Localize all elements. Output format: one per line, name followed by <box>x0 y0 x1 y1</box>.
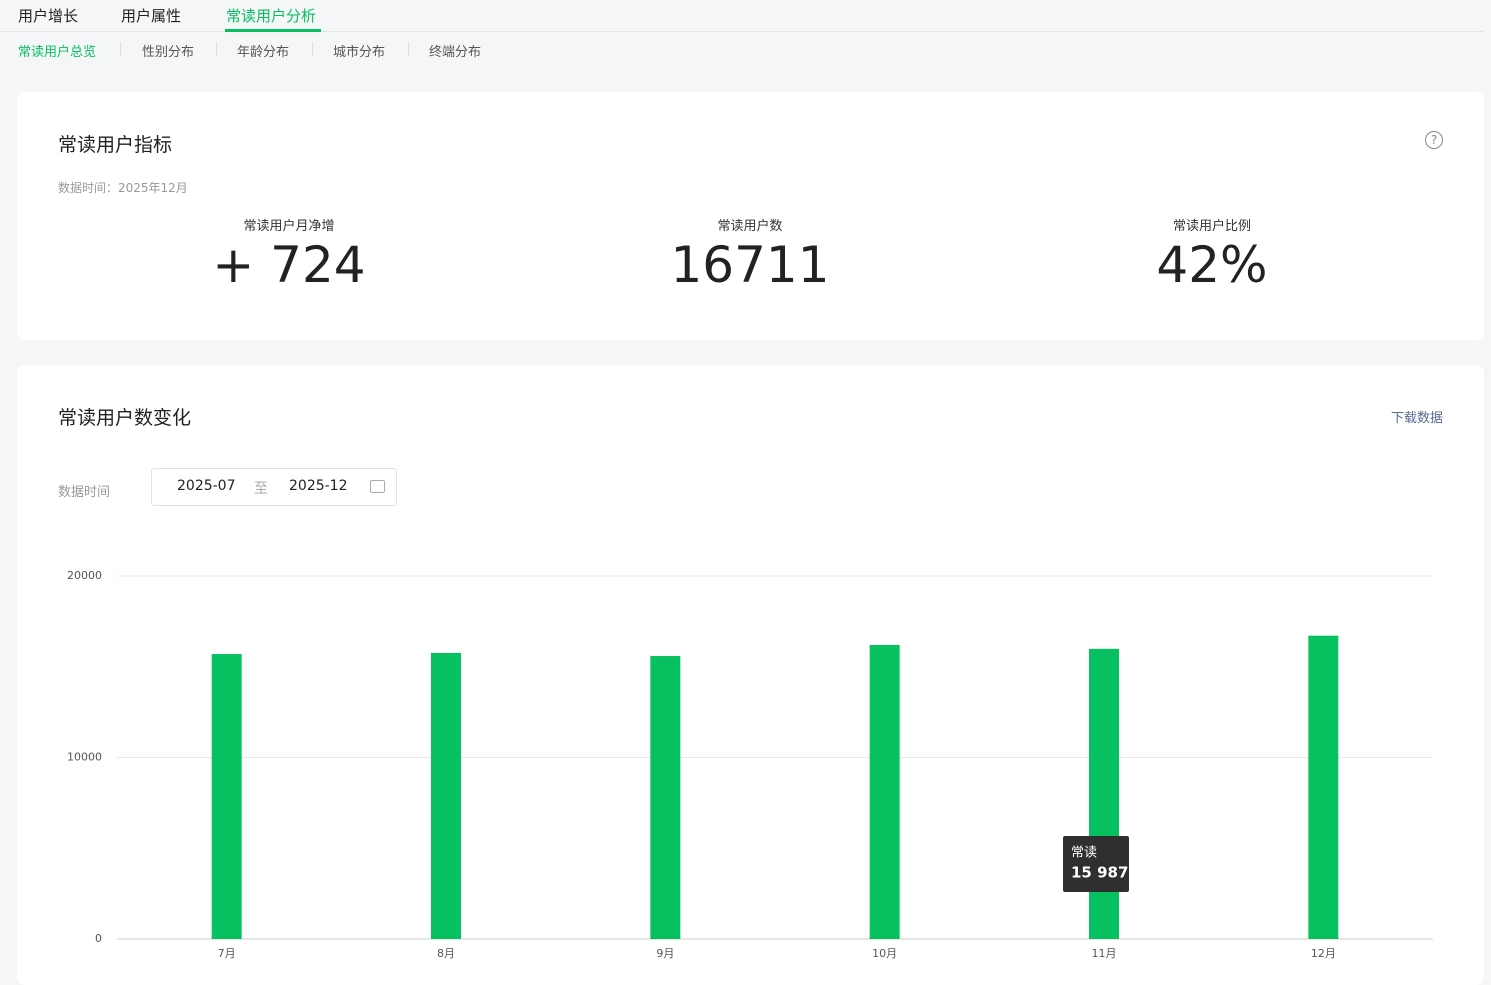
separator <box>120 42 121 56</box>
x-tick-label: 11月 <box>1092 947 1117 960</box>
tab-underline <box>225 29 321 32</box>
x-tick-label: 9月 <box>656 947 674 960</box>
sub-tab[interactable]: 年龄分布 <box>237 45 290 60</box>
separator <box>312 42 313 56</box>
y-tick-label: 10000 <box>67 751 102 764</box>
date-range-picker[interactable] <box>151 468 397 506</box>
date-start[interactable]: 2025-07 <box>177 478 236 494</box>
bar <box>1308 635 1339 939</box>
separator <box>408 42 409 56</box>
bar <box>431 652 461 939</box>
card-title: 常读用户数变化 <box>58 407 192 429</box>
metric-label: 常读用户比例 <box>1172 219 1252 234</box>
tooltip <box>1063 836 1129 892</box>
metric-label: 常读用户月净增 <box>243 219 335 234</box>
sub-tab[interactable]: 终端分布 <box>429 45 482 60</box>
sub-tab[interactable]: 城市分布 <box>333 45 386 60</box>
tab-active[interactable]: 常读用户分析 <box>226 7 317 25</box>
bar <box>1089 648 1119 939</box>
date-label: 数据时间 <box>58 485 111 500</box>
download-link[interactable]: 下载数据 <box>1390 411 1443 426</box>
metrics-card <box>17 92 1484 340</box>
sub-tab-active[interactable]: 常读用户总览 <box>18 45 97 60</box>
tooltip-value: 15 987 <box>1071 864 1128 882</box>
metric-value: 16711 <box>670 236 830 294</box>
x-tick-label: 10月 <box>872 947 897 960</box>
metric-value: 42% <box>1156 236 1268 294</box>
x-tick-label: 12月 <box>1311 947 1336 960</box>
bar <box>869 644 900 939</box>
date-separator: 至 <box>254 481 268 497</box>
data-time: 数据时间：2025年12月 <box>58 181 188 195</box>
bar <box>211 654 242 939</box>
metric-value: + 724 <box>212 236 366 294</box>
x-tick-label: 8月 <box>437 947 455 960</box>
calendar-icon[interactable] <box>370 480 385 493</box>
tab[interactable]: 用户属性 <box>121 7 182 25</box>
card-title: 常读用户指标 <box>58 134 173 156</box>
y-tick-label: 0 <box>95 932 102 945</box>
x-tick-label: 7月 <box>218 947 236 960</box>
metric-label: 常读用户数 <box>717 219 783 234</box>
separator <box>216 42 217 56</box>
sub-tab[interactable]: 性别分布 <box>142 45 195 60</box>
bar <box>650 656 681 939</box>
tab-divider <box>0 31 1484 32</box>
y-tick-label: 20000 <box>67 569 102 582</box>
help-icon[interactable]: ? <box>1425 131 1443 149</box>
tab[interactable]: 用户增长 <box>18 7 79 25</box>
date-end[interactable]: 2025-12 <box>289 478 348 494</box>
tooltip-series: 常读 <box>1071 846 1097 861</box>
